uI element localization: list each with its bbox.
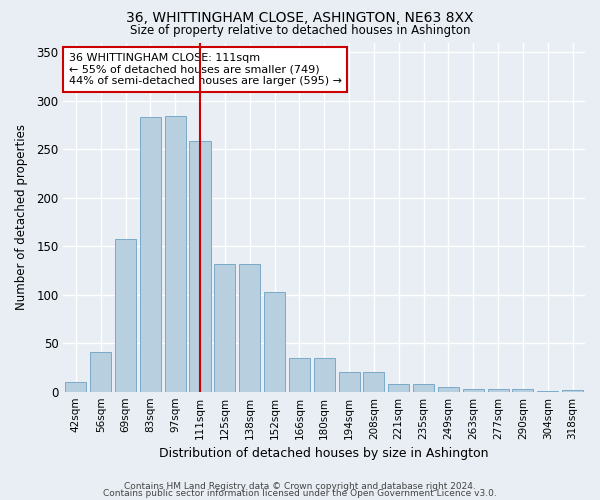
Text: 36, WHITTINGHAM CLOSE, ASHINGTON, NE63 8XX: 36, WHITTINGHAM CLOSE, ASHINGTON, NE63 8… [126,12,474,26]
Bar [264,292,285,392]
Bar [190,142,211,392]
Bar [289,358,310,392]
Bar [438,387,459,392]
Bar [512,389,533,392]
Bar [388,384,409,392]
Bar [140,117,161,392]
Bar [314,358,335,392]
Bar [214,264,235,392]
Bar [463,389,484,392]
Text: Contains public sector information licensed under the Open Government Licence v3: Contains public sector information licen… [103,489,497,498]
Bar [364,372,385,392]
Bar [164,116,186,392]
Bar [90,352,111,392]
Bar [413,384,434,392]
Bar [537,390,559,392]
Bar [115,240,136,392]
Text: 36 WHITTINGHAM CLOSE: 111sqm
← 55% of detached houses are smaller (749)
44% of s: 36 WHITTINGHAM CLOSE: 111sqm ← 55% of de… [68,53,341,86]
Bar [338,372,359,392]
Bar [65,382,86,392]
Bar [562,390,583,392]
X-axis label: Distribution of detached houses by size in Ashington: Distribution of detached houses by size … [160,447,489,460]
Bar [239,264,260,392]
Text: Size of property relative to detached houses in Ashington: Size of property relative to detached ho… [130,24,470,37]
Text: Contains HM Land Registry data © Crown copyright and database right 2024.: Contains HM Land Registry data © Crown c… [124,482,476,491]
Bar [488,389,509,392]
Y-axis label: Number of detached properties: Number of detached properties [15,124,28,310]
